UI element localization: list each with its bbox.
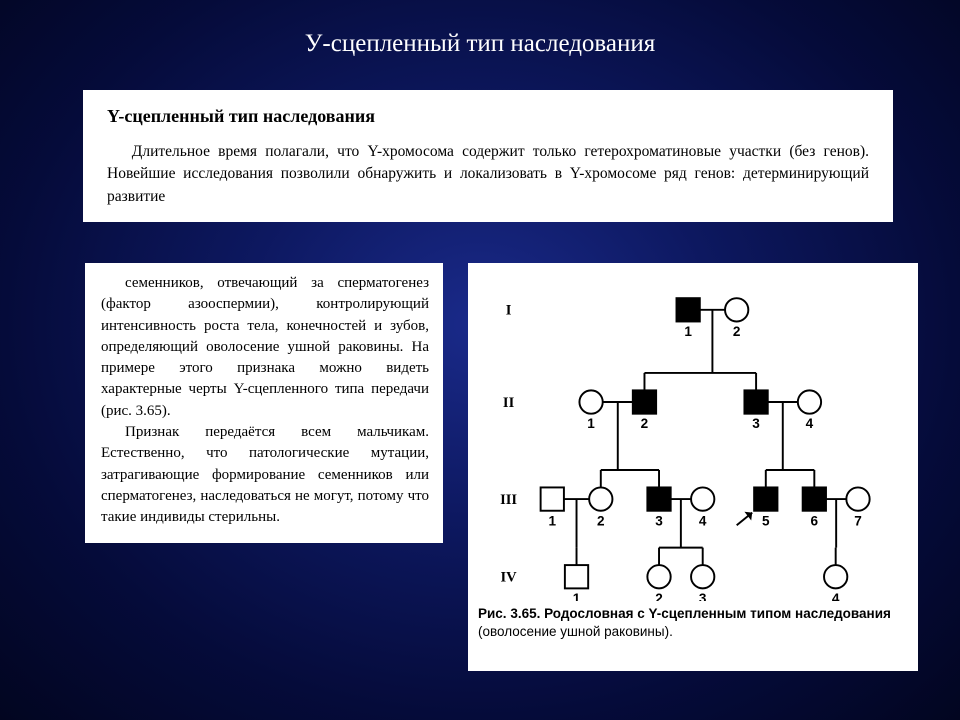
svg-text:1: 1 (684, 324, 692, 339)
body-paragraph-1: семенников, отвечающий за сперматогенез … (101, 273, 429, 422)
svg-text:1: 1 (548, 513, 556, 528)
svg-text:2: 2 (641, 416, 649, 431)
svg-text:4: 4 (699, 513, 707, 528)
figure-caption: Рис. 3.65. Родословная с Y-сцепленным ти… (478, 605, 908, 641)
svg-text:I: I (506, 303, 512, 319)
svg-text:7: 7 (854, 513, 862, 528)
svg-text:3: 3 (699, 591, 707, 601)
left-text-panel: семенников, отвечающий за сперматогенез … (85, 263, 443, 543)
caption-bold: Рис. 3.65. Родословная с Y-сцепленным ти… (478, 606, 891, 621)
slide-title: У-сцепленный тип наследования (0, 0, 960, 58)
intro-paragraph: Длительное время полагали, что Y-хромосо… (107, 141, 869, 208)
section-heading: Y-сцепленный тип наследования (107, 106, 869, 127)
svg-text:II: II (503, 395, 515, 411)
svg-text:3: 3 (752, 416, 760, 431)
svg-text:4: 4 (806, 416, 814, 431)
svg-text:1: 1 (587, 416, 595, 431)
svg-text:4: 4 (832, 591, 840, 601)
svg-text:2: 2 (597, 513, 605, 528)
svg-text:IV: IV (501, 570, 518, 586)
svg-text:3: 3 (655, 513, 663, 528)
svg-text:III: III (500, 492, 517, 508)
caption-rest: (оволосение ушной раковины). (478, 624, 673, 639)
svg-text:2: 2 (733, 324, 741, 339)
svg-text:5: 5 (762, 513, 770, 528)
svg-text:1: 1 (573, 591, 581, 601)
pedigree-chart: IIIIIIIV12123412345671234 (478, 271, 908, 601)
svg-text:6: 6 (811, 513, 819, 528)
svg-text:2: 2 (655, 591, 663, 601)
pedigree-panel: IIIIIIIV12123412345671234 Рис. 3.65. Род… (468, 263, 918, 671)
body-paragraph-2: Признак передаётся всем мальчикам. Естес… (101, 422, 429, 528)
top-text-panel: Y-сцепленный тип наследования Длительное… (83, 90, 893, 222)
